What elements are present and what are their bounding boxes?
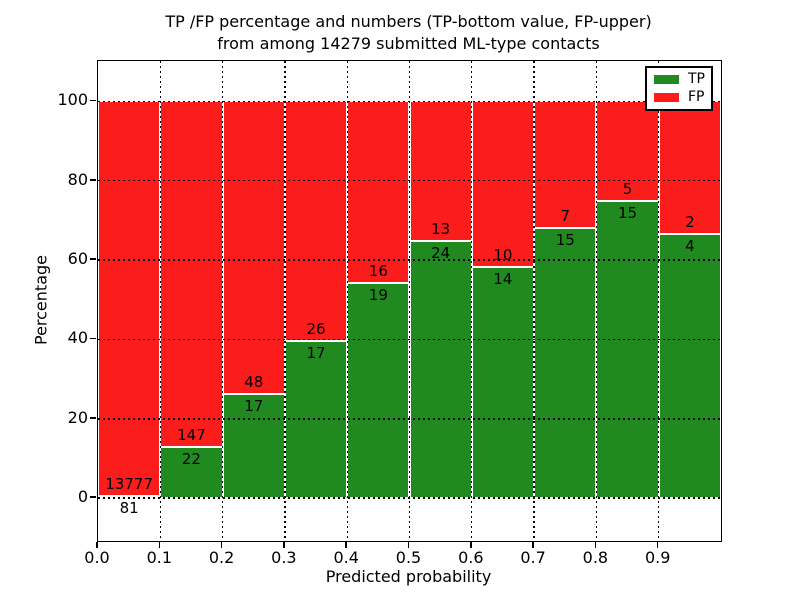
fp-count-label: 7 xyxy=(560,206,571,225)
fp-count-label: 2 xyxy=(685,212,695,231)
fp-count-label: 5 xyxy=(622,179,633,198)
x-tick-mark xyxy=(656,541,659,548)
x-tick-mark xyxy=(96,541,98,548)
bar-segment-fp xyxy=(471,101,535,267)
gridline-horizontal xyxy=(98,338,721,341)
x-tick-label: 0.2 xyxy=(208,548,235,567)
gridline-vertical xyxy=(284,61,286,541)
bar-segment-fp xyxy=(284,101,348,342)
x-tick-mark xyxy=(345,541,347,548)
y-tick-label: 100 xyxy=(57,90,88,110)
y-tick-mark xyxy=(89,337,96,340)
bar-segment-tp xyxy=(658,233,721,499)
y-tick-label: 60 xyxy=(67,249,88,269)
legend-entry: TP xyxy=(654,71,705,88)
tp-count-label: 15 xyxy=(617,203,638,222)
gridline-vertical xyxy=(221,61,224,541)
legend-entry-label: FP xyxy=(688,88,705,105)
chart-title: TP /FP percentage and numbers (TP-bottom… xyxy=(97,11,720,55)
x-tick-mark xyxy=(158,541,161,548)
bar-segment-fp xyxy=(160,101,223,447)
bar-segment-tp xyxy=(284,341,348,499)
fp-count-label: 10 xyxy=(493,245,513,264)
x-tick-label: 0.9 xyxy=(644,548,671,567)
gridline-horizontal xyxy=(98,180,721,182)
bar-segment-tp xyxy=(347,282,410,499)
x-tick-mark xyxy=(594,541,597,548)
y-tick-mark xyxy=(89,417,96,419)
bar-segment-tp xyxy=(471,266,535,499)
tp-count-label: 17 xyxy=(244,397,264,416)
y-tick-mark xyxy=(89,179,96,181)
y-tick-label: 40 xyxy=(67,328,88,348)
x-tick-label: 0.5 xyxy=(395,548,422,567)
y-tick-mark xyxy=(89,99,96,102)
tp-count-label: 19 xyxy=(368,285,388,304)
bar-segment-tp xyxy=(596,200,659,499)
x-tick-label: 0.0 xyxy=(84,548,110,567)
legend-entry: FP xyxy=(654,88,705,105)
x-tick-label: 0.3 xyxy=(271,548,297,567)
tp-legend-swatch xyxy=(654,75,679,85)
tp-count-label: 17 xyxy=(306,344,326,363)
fp-count-label: 147 xyxy=(177,425,206,444)
gridline-vertical xyxy=(658,61,660,541)
x-tick-label: 0.1 xyxy=(146,548,173,567)
legend: TP FP xyxy=(645,66,713,111)
gridline-horizontal xyxy=(98,497,721,499)
x-tick-label: 0.4 xyxy=(333,548,359,567)
bar-segment-fp xyxy=(222,101,285,395)
y-tick-mark xyxy=(89,258,96,260)
fp-count-label: 13777 xyxy=(105,474,153,493)
gridline-vertical xyxy=(346,61,348,541)
x-axis-label: Predicted probability xyxy=(325,567,492,586)
tp-count-label: 22 xyxy=(181,449,201,468)
tp-count-label: 4 xyxy=(685,236,695,255)
gridline-vertical xyxy=(533,61,535,541)
legend-entry-label: TP xyxy=(688,71,705,88)
y-tick-label: 80 xyxy=(67,169,88,189)
fp-count-label: 26 xyxy=(306,320,326,339)
y-axis-label: Percentage xyxy=(31,254,51,346)
x-tick-mark xyxy=(470,541,472,548)
x-tick-label: 0.6 xyxy=(458,548,484,567)
gridline-vertical xyxy=(159,61,161,541)
tp-count-label: 14 xyxy=(493,269,513,288)
x-tick-mark xyxy=(283,541,285,548)
plot-area: 13777 81 147 22 48 17 26 17 16 19 13 24 10 14 7 15 5 15 2 4 xyxy=(97,60,722,542)
bar-segment-tp xyxy=(534,227,597,499)
bar-segment-fp xyxy=(347,101,410,283)
gridline-vertical xyxy=(471,61,473,541)
chart-title-line2: from among 14279 submitted ML-type conta… xyxy=(217,34,600,53)
gridline-horizontal xyxy=(98,418,721,420)
y-tick-label: 20 xyxy=(67,407,88,427)
tp-count-label: 15 xyxy=(555,230,575,249)
x-tick-mark xyxy=(532,541,534,548)
bar-segment-fp xyxy=(658,101,721,234)
fp-count-label: 48 xyxy=(244,373,264,392)
tp-count-label: 24 xyxy=(431,243,451,262)
x-tick-label: 0.7 xyxy=(520,548,546,567)
bar-segment-tp xyxy=(409,240,472,499)
y-tick-mark xyxy=(89,496,96,498)
gridline-horizontal xyxy=(98,259,721,261)
gridline-vertical xyxy=(408,61,411,541)
fp-legend-swatch xyxy=(654,92,679,102)
x-tick-label: 0.8 xyxy=(582,548,609,567)
fp-count-label: 16 xyxy=(368,261,388,280)
gridline-vertical xyxy=(595,61,598,541)
gridline-horizontal xyxy=(98,100,721,103)
x-tick-mark xyxy=(220,541,223,548)
tp-count-label: 81 xyxy=(119,498,139,517)
fp-count-label: 13 xyxy=(431,219,451,238)
x-tick-mark xyxy=(407,541,410,548)
y-tick-label: 0 xyxy=(77,487,88,507)
chart-title-line1: TP /FP percentage and numbers (TP-bottom… xyxy=(165,12,652,31)
bar-segment-fp xyxy=(98,101,161,496)
